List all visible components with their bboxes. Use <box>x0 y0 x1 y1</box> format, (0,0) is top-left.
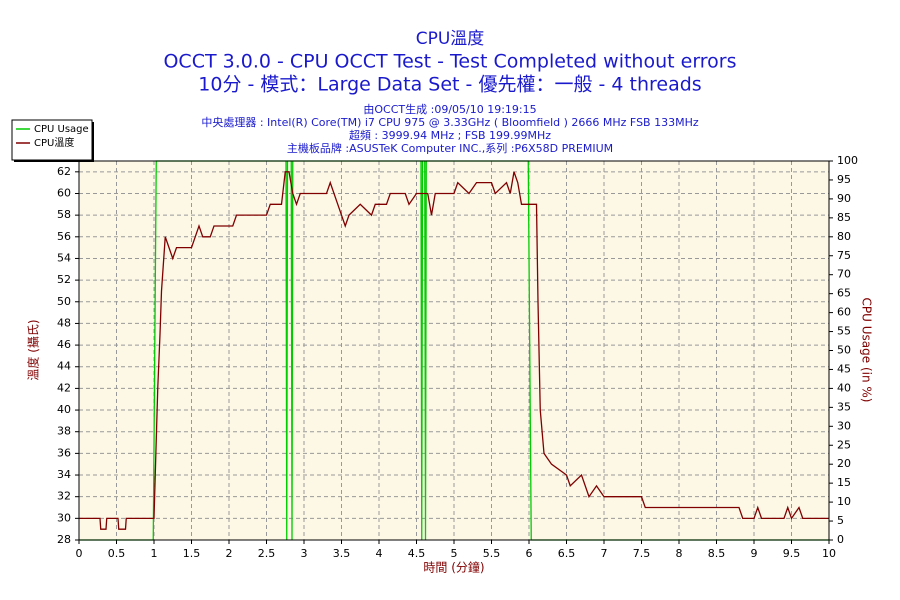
x-tick-label: 6 <box>526 547 533 560</box>
x-tick-label: 1.5 <box>183 547 201 560</box>
chart-subtitle: 10分 - 模式：Large Data Set - 優先權：一般 - 4 thr… <box>198 74 701 96</box>
y2-tick-label: 70 <box>837 268 851 281</box>
x-tick-label: 7 <box>601 547 608 560</box>
y-tick-label: 50 <box>57 295 71 308</box>
y-tick-label: 40 <box>57 403 71 416</box>
y2-tick-label: 20 <box>837 457 851 470</box>
y-tick-label: 32 <box>57 490 71 503</box>
y-tick-label: 58 <box>57 208 71 221</box>
y-tick-label: 28 <box>57 533 71 546</box>
x-tick-label: 5.5 <box>483 547 501 560</box>
x-tick-label: 7.5 <box>633 547 651 560</box>
x-tick-label: 2 <box>226 547 233 560</box>
x-tick-label: 8 <box>676 547 683 560</box>
x-tick-label: 4 <box>376 547 383 560</box>
legend-label: CPU溫度 <box>34 136 74 149</box>
y-tick-label: 56 <box>57 230 71 243</box>
y2-tick-label: 15 <box>837 476 851 489</box>
info-line: 由OCCT生成 :09/05/10 19:19:15 <box>363 102 536 116</box>
x-axis-label: 時間 (分鐘) <box>423 560 484 575</box>
x-tick-label: 3.5 <box>333 547 351 560</box>
y2-tick-label: 40 <box>837 381 851 394</box>
y2-tick-label: 65 <box>837 287 851 300</box>
y2-tick-label: 35 <box>837 400 851 413</box>
y-tick-label: 34 <box>57 468 71 481</box>
y2-tick-label: 60 <box>837 306 851 319</box>
chart-title: CPU溫度 <box>416 29 485 49</box>
y2-tick-label: 30 <box>837 419 851 432</box>
y-tick-label: 46 <box>57 338 71 351</box>
y-tick-label: 54 <box>57 251 71 264</box>
legend-label: CPU Usage <box>34 124 89 135</box>
legend-box <box>11 119 93 161</box>
y-tick-label: 48 <box>57 316 71 329</box>
y-tick-label: 60 <box>57 186 71 199</box>
y2-tick-label: 90 <box>837 192 851 205</box>
y2-tick-label: 80 <box>837 230 851 243</box>
x-tick-label: 0.5 <box>108 547 126 560</box>
y-axis-label: 溫度 (攝氏) <box>26 319 41 380</box>
data-line <box>79 171 829 530</box>
y-tick-label: 30 <box>57 511 71 524</box>
x-tick-label: 1 <box>151 547 158 560</box>
x-tick-label: 3 <box>301 547 308 560</box>
y-tick-label: 52 <box>57 273 71 286</box>
y-tick-label: 62 <box>57 165 71 178</box>
y2-tick-label: 5 <box>837 514 844 527</box>
y-tick-label: 36 <box>57 446 71 459</box>
y2-tick-label: 95 <box>837 173 851 186</box>
y-tick-label: 42 <box>57 381 71 394</box>
y2-tick-label: 25 <box>837 438 851 451</box>
info-line: 中央處理器 : Intel(R) Core(TM) i7 CPU 975 @ 3… <box>201 115 699 129</box>
info-line: 超頻 : 3999.94 MHz ; FSB 199.99MHz <box>349 128 551 142</box>
info-line: 主機板品牌 :ASUSTeK Computer INC.,系列 :P6X58D … <box>287 141 613 155</box>
y2-tick-label: 100 <box>837 154 858 167</box>
x-tick-label: 10 <box>822 547 836 560</box>
x-tick-label: 2.5 <box>258 547 276 560</box>
y2-axis-label: CPU Usage (in %) <box>860 298 874 403</box>
y2-tick-label: 0 <box>837 533 844 546</box>
x-tick-label: 4.5 <box>408 547 426 560</box>
plot-border <box>78 160 830 541</box>
y-tick-label: 44 <box>57 360 71 373</box>
x-tick-label: 8.5 <box>708 547 726 560</box>
y2-tick-label: 50 <box>837 344 851 357</box>
y2-tick-label: 55 <box>837 325 851 338</box>
y2-tick-label: 75 <box>837 249 851 262</box>
x-tick-label: 9.5 <box>783 547 801 560</box>
y2-tick-label: 45 <box>837 362 851 375</box>
y2-tick-label: 10 <box>837 495 851 508</box>
x-tick-label: 0 <box>76 547 83 560</box>
x-tick-label: 9 <box>751 547 758 560</box>
x-tick-label: 5 <box>451 547 458 560</box>
y-tick-label: 38 <box>57 425 71 438</box>
x-tick-label: 6.5 <box>558 547 576 560</box>
y2-tick-label: 85 <box>837 211 851 224</box>
chart-subtitle: OCCT 3.0.0 - CPU OCCT Test - Test Comple… <box>163 51 736 73</box>
